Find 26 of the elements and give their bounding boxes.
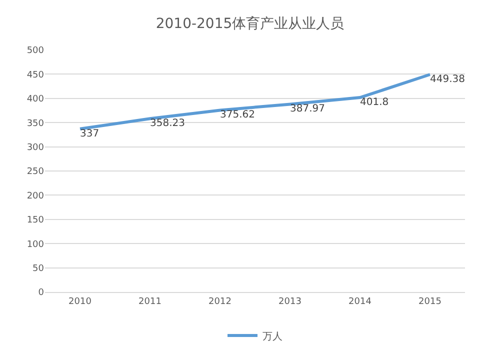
x-tick-label: 2010 — [68, 296, 92, 307]
y-tick-label: 50 — [32, 264, 44, 274]
x-tick-label: 2011 — [138, 296, 162, 307]
y-tick-label: 250 — [26, 167, 44, 178]
data-label: 401.8 — [360, 97, 389, 108]
data-label: 449.38 — [430, 74, 465, 85]
y-tick-label: 400 — [26, 94, 44, 105]
y-tick-label: 0 — [38, 288, 44, 298]
y-tick-label: 350 — [26, 118, 44, 129]
data-label: 375.62 — [220, 110, 255, 121]
x-tick-label: 2013 — [278, 296, 302, 307]
y-tick-label: 200 — [26, 191, 44, 202]
y-tick-label: 150 — [26, 216, 44, 226]
line-series — [78, 73, 432, 130]
x-tick-label: 2014 — [348, 296, 372, 307]
y-tick-label: 100 — [26, 240, 44, 250]
data-label: 387.97 — [290, 104, 325, 115]
y-tick-label: 450 — [26, 70, 44, 80]
chart-title: 2010-2015体育产业从业人员 — [156, 14, 344, 32]
x-tick-label: 2012 — [208, 296, 232, 307]
data-label: 358.23 — [150, 118, 185, 130]
y-tick-label: 300 — [26, 142, 44, 153]
y-tick-label: 500 — [26, 46, 44, 56]
data-label: 337 — [80, 128, 100, 140]
legend-label: 万人 — [262, 331, 282, 342]
x-tick-label: 2015 — [418, 296, 442, 307]
